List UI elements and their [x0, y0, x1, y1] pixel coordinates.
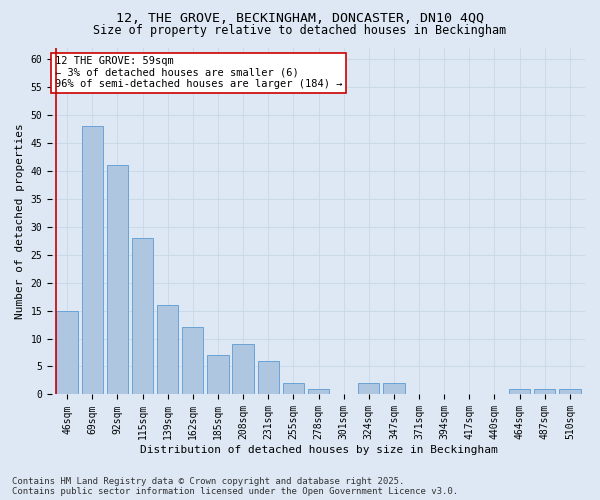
Bar — [132, 238, 153, 394]
Bar — [358, 384, 379, 394]
Bar — [509, 389, 530, 394]
Bar — [559, 389, 581, 394]
Bar — [82, 126, 103, 394]
Bar — [232, 344, 254, 395]
Bar — [157, 305, 178, 394]
X-axis label: Distribution of detached houses by size in Beckingham: Distribution of detached houses by size … — [140, 445, 497, 455]
Text: Contains HM Land Registry data © Crown copyright and database right 2025.
Contai: Contains HM Land Registry data © Crown c… — [12, 476, 458, 496]
Bar — [308, 389, 329, 394]
Text: 12, THE GROVE, BECKINGHAM, DONCASTER, DN10 4QQ: 12, THE GROVE, BECKINGHAM, DONCASTER, DN… — [116, 12, 484, 26]
Bar — [383, 384, 404, 394]
Bar — [107, 165, 128, 394]
Bar — [534, 389, 556, 394]
Bar — [257, 361, 279, 394]
Bar — [182, 328, 203, 394]
Bar — [207, 356, 229, 395]
Text: Size of property relative to detached houses in Beckingham: Size of property relative to detached ho… — [94, 24, 506, 37]
Text: 12 THE GROVE: 59sqm
← 3% of detached houses are smaller (6)
96% of semi-detached: 12 THE GROVE: 59sqm ← 3% of detached hou… — [55, 56, 342, 90]
Bar — [283, 384, 304, 394]
Y-axis label: Number of detached properties: Number of detached properties — [15, 123, 25, 319]
Bar — [56, 310, 78, 394]
